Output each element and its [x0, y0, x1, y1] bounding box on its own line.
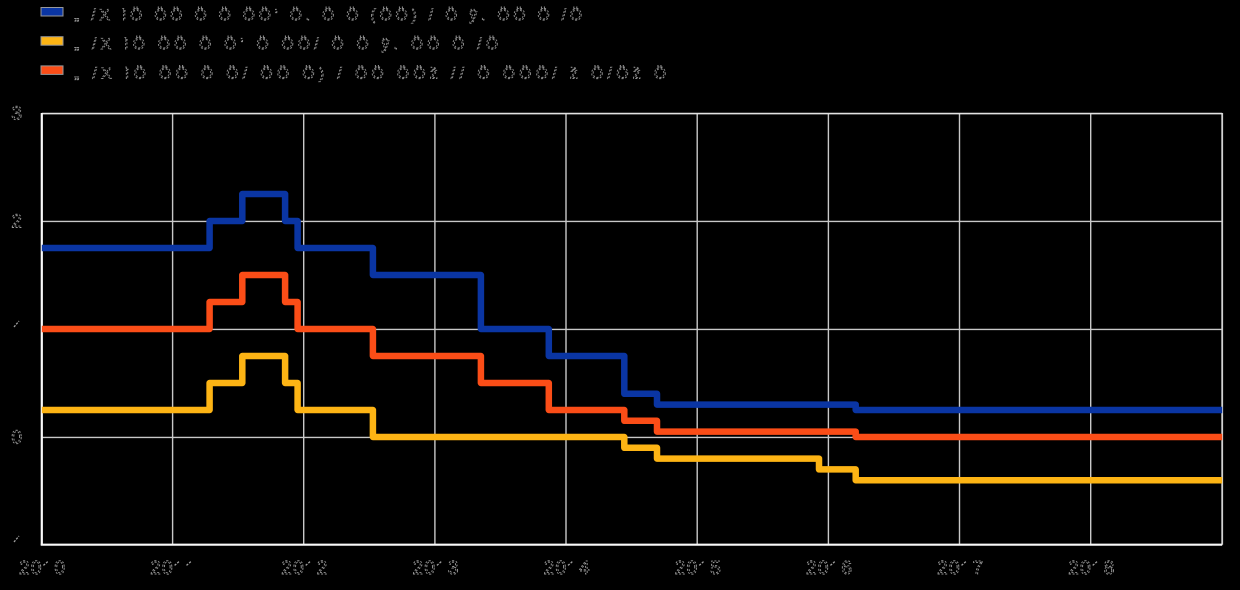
svg-text:4: 4: [579, 558, 591, 579]
svg-text:6: 6: [841, 558, 853, 579]
svg-text:20: 20: [544, 558, 568, 579]
svg-text:20: 20: [806, 558, 830, 579]
svg-text:20: 20: [19, 558, 43, 579]
svg-text:5: 5: [710, 558, 722, 579]
svg-text:3: 3: [448, 558, 460, 579]
svg-text:0: 0: [54, 558, 66, 579]
svg-text:7: 7: [973, 558, 985, 579]
svg-text:20: 20: [675, 558, 699, 579]
svg-text:20: 20: [150, 558, 174, 579]
svg-text:20: 20: [413, 558, 437, 579]
svg-text:3: 3: [11, 103, 23, 124]
svg-text:8: 8: [1104, 558, 1116, 579]
svg-text:20: 20: [937, 558, 961, 579]
svg-text:20: 20: [281, 558, 305, 579]
svg-text:2: 2: [11, 211, 23, 232]
svg-text:„ /X ìÖ ÖÖ Ö Ö ÖÖ' Ö. Ö Ö: „ /X ìÖ ÖÖ Ö Ö ÖÖ' Ö. Ö Ö (ÖÖ) / Ö ÿ. ÖÖ…: [74, 7, 582, 24]
svg-text:2: 2: [317, 558, 329, 579]
svg-text:20: 20: [1068, 558, 1092, 579]
svg-text:0: 0: [11, 427, 23, 448]
svg-text:„ /X ìÖ ÖÖ Ö Ö' Ö ÖÖ/ Ö Ö: „ /X ìÖ ÖÖ Ö Ö' Ö ÖÖ/ Ö Ö ÿ. ÖÖ Ö /Ö: [74, 36, 498, 53]
